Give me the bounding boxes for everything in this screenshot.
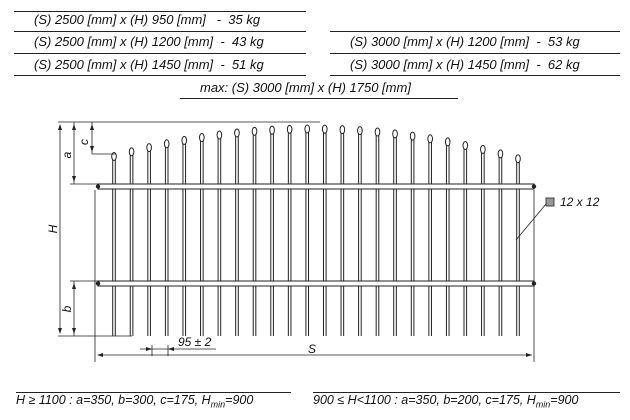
bar-tips (111, 124, 521, 164)
row-rule (330, 75, 620, 76)
row-rule (14, 75, 306, 76)
vertical-bars (112, 132, 520, 336)
bar-tip (251, 126, 258, 136)
bar-tip (357, 126, 363, 136)
bar-tip (480, 144, 486, 154)
row-rule (14, 53, 306, 54)
weight-spec-right-1: (S) 3000 [mm] x (H) 1200 [mm] - 53 kg (350, 34, 580, 49)
bar-tip (216, 130, 223, 140)
bar-section-label: 12 x 12 (560, 195, 600, 209)
bar-tip (374, 127, 381, 137)
weight-spec-left-3: (S) 2500 [mm] x (H) 1450 [mm] - 51 kg (34, 57, 264, 72)
weight-spec-left-1: (S) 2500 [mm] x (H) 950 [mm] - 35 kg (34, 12, 261, 27)
bottom-rail (97, 280, 535, 287)
bar-tip (515, 154, 521, 164)
bar-tip (497, 149, 504, 159)
row-rule (14, 31, 306, 32)
bar-tip (111, 151, 117, 161)
weight-spec-right-2: (S) 3000 [mm] x (H) 1450 [mm] - 62 kg (350, 57, 580, 72)
bar-tip (199, 132, 205, 142)
top-rail (97, 183, 535, 190)
dim-label-S: S (308, 342, 316, 356)
row-rule (180, 98, 458, 99)
bar-tip (146, 143, 152, 153)
max-size-spec: max: (S) 3000 [mm] x (H) 1750 [mm] (200, 80, 411, 95)
weight-spec-left-2: (S) 2500 [mm] x (H) 1200 [mm] - 43 kg (34, 34, 264, 49)
note-rule (313, 392, 620, 393)
bar-tip (409, 131, 416, 141)
dimension-arrows (58, 124, 532, 357)
bar-tip (269, 125, 275, 135)
bar-tip (128, 147, 135, 157)
bar-tip (462, 140, 469, 150)
bar-section-marker (545, 197, 555, 207)
bar-tip (392, 129, 398, 139)
row-rule (330, 31, 620, 32)
bar-tip (321, 124, 328, 134)
header-rule (14, 11, 306, 12)
note-right: 900 ≤ H<1100 : a=350, b=200, c=175, Hmin… (313, 393, 579, 410)
dimension-lines (58, 121, 547, 362)
bar-tip (181, 135, 188, 145)
rail-end-dot (95, 184, 101, 189)
note-left: H ≥ 1100 : a=350, b=300, c=175, Hmin=900 (16, 393, 254, 410)
dim-label-spacing: 95 ± 2 (178, 335, 212, 349)
bar-tip (427, 134, 433, 144)
rail-end-dot (95, 281, 101, 286)
dim-label-H: H (46, 224, 60, 233)
dim-label-c: c (77, 139, 91, 145)
bar-tip (234, 128, 240, 138)
bar-tip (444, 137, 451, 147)
rail-end-dot (531, 184, 537, 189)
dim-label-a: a (60, 151, 74, 158)
note-rule (16, 392, 291, 393)
row-rule (330, 53, 620, 54)
bar-tip (163, 139, 170, 149)
bar-tip (304, 124, 311, 134)
bar-tip (339, 125, 346, 135)
bar-tip (286, 124, 293, 134)
dim-label-b: b (60, 305, 74, 312)
